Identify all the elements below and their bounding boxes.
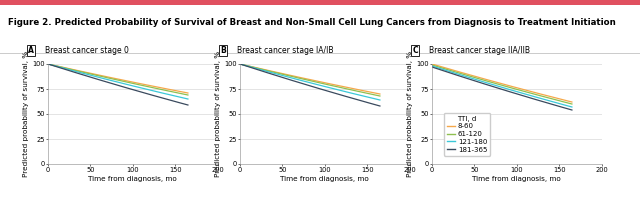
Text: C: C [412,46,418,55]
X-axis label: Time from diagnosis, mo: Time from diagnosis, mo [280,176,369,182]
X-axis label: Time from diagnosis, mo: Time from diagnosis, mo [88,176,177,182]
Text: Breast cancer stage IA/IB: Breast cancer stage IA/IB [237,46,333,55]
Text: Figure 2. Predicted Probability of Survival of Breast and Non-Small Cell Lung Ca: Figure 2. Predicted Probability of Survi… [8,18,616,27]
Text: Breast cancer stage IIA/IIB: Breast cancer stage IIA/IIB [429,46,530,55]
Y-axis label: Predicted probability of survival, %: Predicted probability of survival, % [23,51,29,177]
Legend: 8-60, 61-120, 121-180, 181-365: 8-60, 61-120, 121-180, 181-365 [444,113,490,156]
X-axis label: Time from diagnosis, mo: Time from diagnosis, mo [472,176,561,182]
Text: B: B [220,46,226,55]
Y-axis label: Predicted probability of survival, %: Predicted probability of survival, % [407,51,413,177]
Y-axis label: Predicted probability of survival, %: Predicted probability of survival, % [215,51,221,177]
Text: A: A [28,46,34,55]
Text: Breast cancer stage 0: Breast cancer stage 0 [45,46,129,55]
